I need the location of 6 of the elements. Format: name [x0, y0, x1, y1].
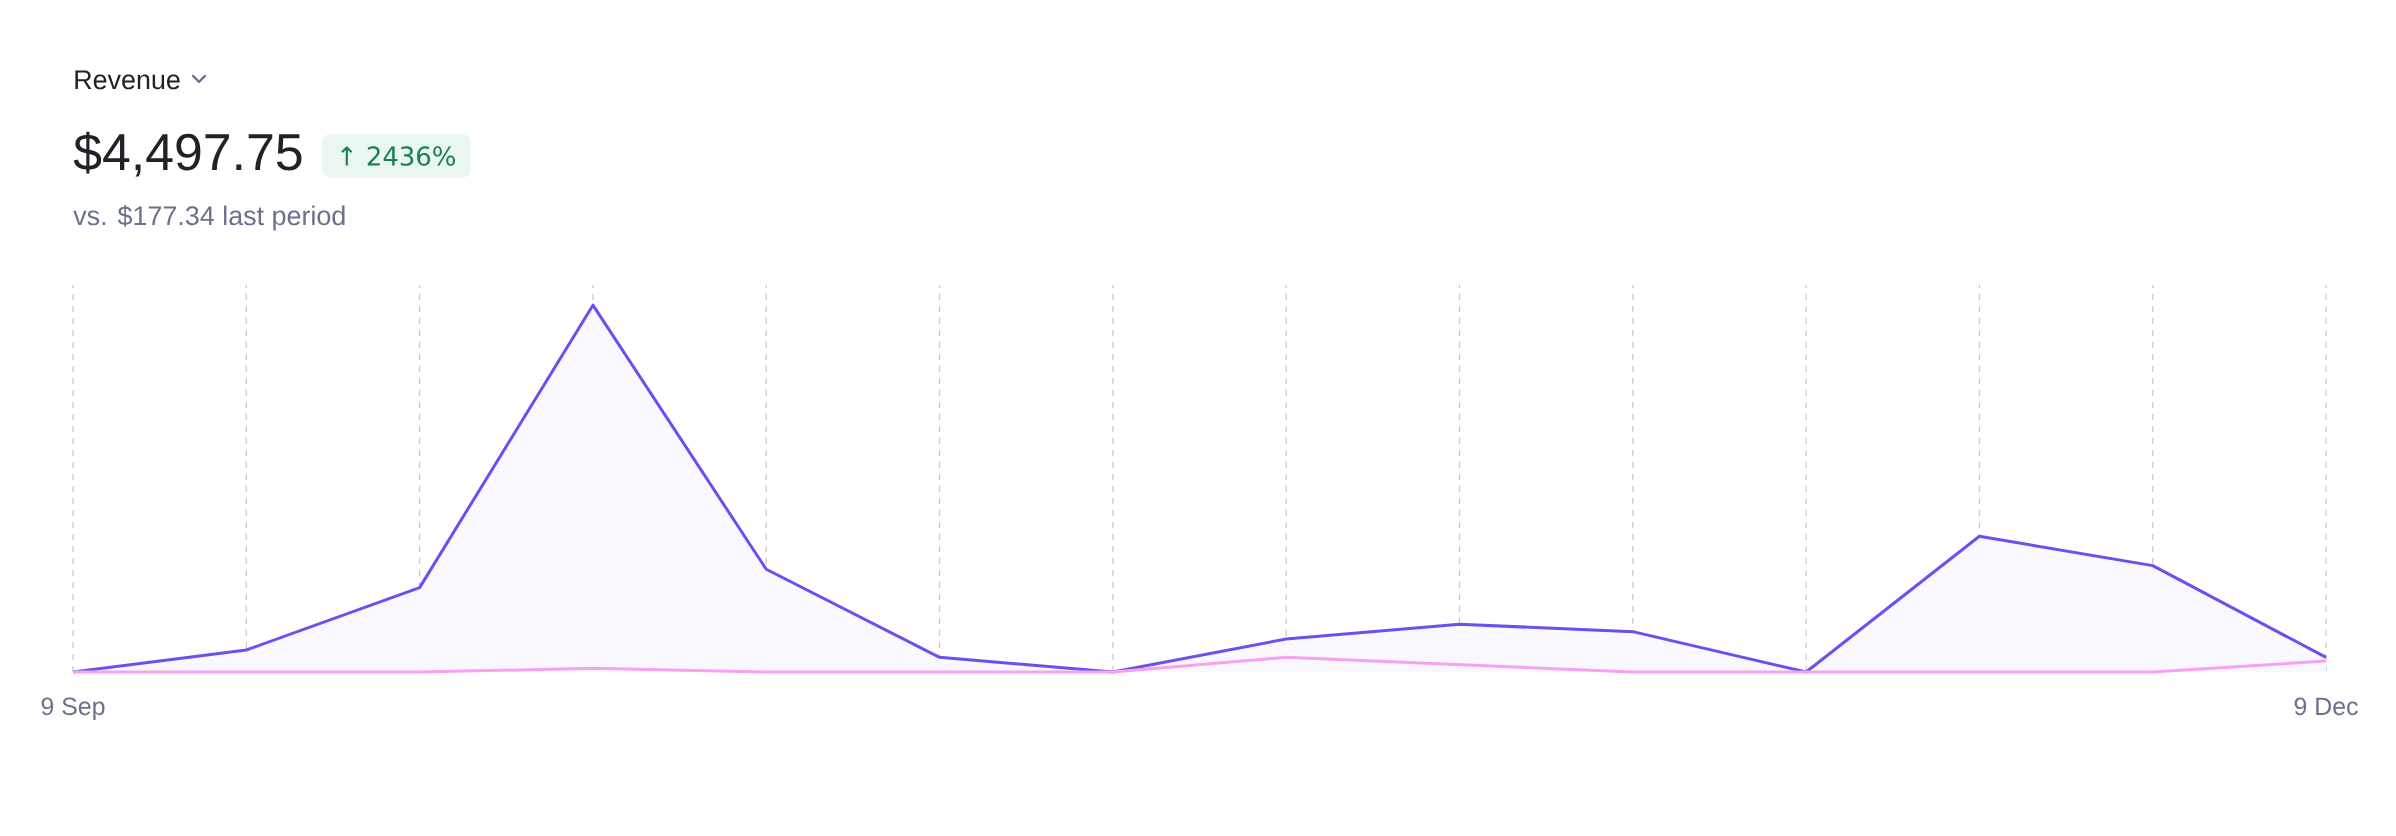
chart-subtitle: $4,497.75	[73, 131, 302, 177]
chart-title: Revenue	[75, 70, 180, 90]
text: vs. $177.34 last period	[73, 205, 345, 231]
x-tick-label: 9 Sep	[41, 697, 105, 721]
text: ↑ 2436%	[341, 146, 455, 166]
x-tick-label: 9 Dec	[2294, 697, 2358, 716]
